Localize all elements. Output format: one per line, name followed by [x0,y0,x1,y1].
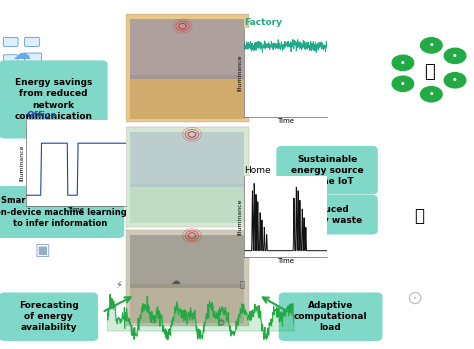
Text: ⚙: ⚙ [216,318,225,328]
Text: ☁: ☁ [171,276,180,286]
Y-axis label: Illuminance: Illuminance [20,145,25,181]
Text: 📍: 📍 [149,315,154,324]
Circle shape [443,72,467,89]
Text: ●: ● [429,92,433,96]
Text: Forecasting
of energy
availability: Forecasting of energy availability [18,301,79,332]
X-axis label: Time: Time [277,258,294,264]
FancyBboxPatch shape [279,292,383,341]
Circle shape [391,75,415,92]
FancyBboxPatch shape [130,132,244,187]
Text: 👥: 👥 [239,280,244,289]
Text: ●: ● [453,54,457,58]
FancyBboxPatch shape [130,75,244,119]
Text: Adaptive
computational
load: Adaptive computational load [294,301,367,332]
FancyBboxPatch shape [0,292,98,341]
Text: Smart IoT sensors utilise
on-device machine learning
to infer information: Smart IoT sensors utilise on-device mach… [0,196,126,228]
FancyBboxPatch shape [130,184,244,223]
Text: ●: ● [429,43,433,47]
Circle shape [391,54,415,72]
Text: ⊙: ⊙ [407,289,423,308]
FancyBboxPatch shape [126,230,249,326]
Text: ●: ● [401,61,405,65]
FancyBboxPatch shape [0,60,108,139]
Y-axis label: Illuminance: Illuminance [238,198,243,235]
FancyBboxPatch shape [0,186,124,238]
FancyBboxPatch shape [126,127,249,227]
Circle shape [443,47,467,65]
FancyBboxPatch shape [3,55,18,64]
X-axis label: Time: Time [67,207,84,213]
FancyBboxPatch shape [130,235,244,288]
Text: ▣: ▣ [35,240,51,259]
Text: Office: Office [26,111,56,120]
X-axis label: Time: Time [277,118,294,124]
Text: Home: Home [244,166,271,176]
FancyBboxPatch shape [25,53,42,64]
Text: Energy savings
from reduced
network
communication: Energy savings from reduced network comm… [14,78,92,121]
Text: 🔋: 🔋 [414,207,425,225]
Circle shape [419,37,443,54]
FancyBboxPatch shape [126,14,249,122]
Y-axis label: Illuminance: Illuminance [238,54,243,91]
Text: Sustainable
energy source
for the IoT: Sustainable energy source for the IoT [291,155,364,186]
FancyBboxPatch shape [130,20,244,79]
FancyBboxPatch shape [25,37,39,46]
Text: Reduced
battery waste: Reduced battery waste [292,205,363,225]
FancyBboxPatch shape [130,284,244,323]
Text: ☁: ☁ [12,45,30,63]
Text: ●: ● [453,78,457,82]
Text: ●: ● [401,82,405,86]
Text: ⚡: ⚡ [115,280,122,289]
FancyBboxPatch shape [276,195,378,235]
Text: 💡: 💡 [424,62,435,81]
FancyBboxPatch shape [3,37,18,46]
Text: Factory: Factory [244,18,282,27]
Circle shape [419,86,443,103]
FancyBboxPatch shape [276,146,378,194]
